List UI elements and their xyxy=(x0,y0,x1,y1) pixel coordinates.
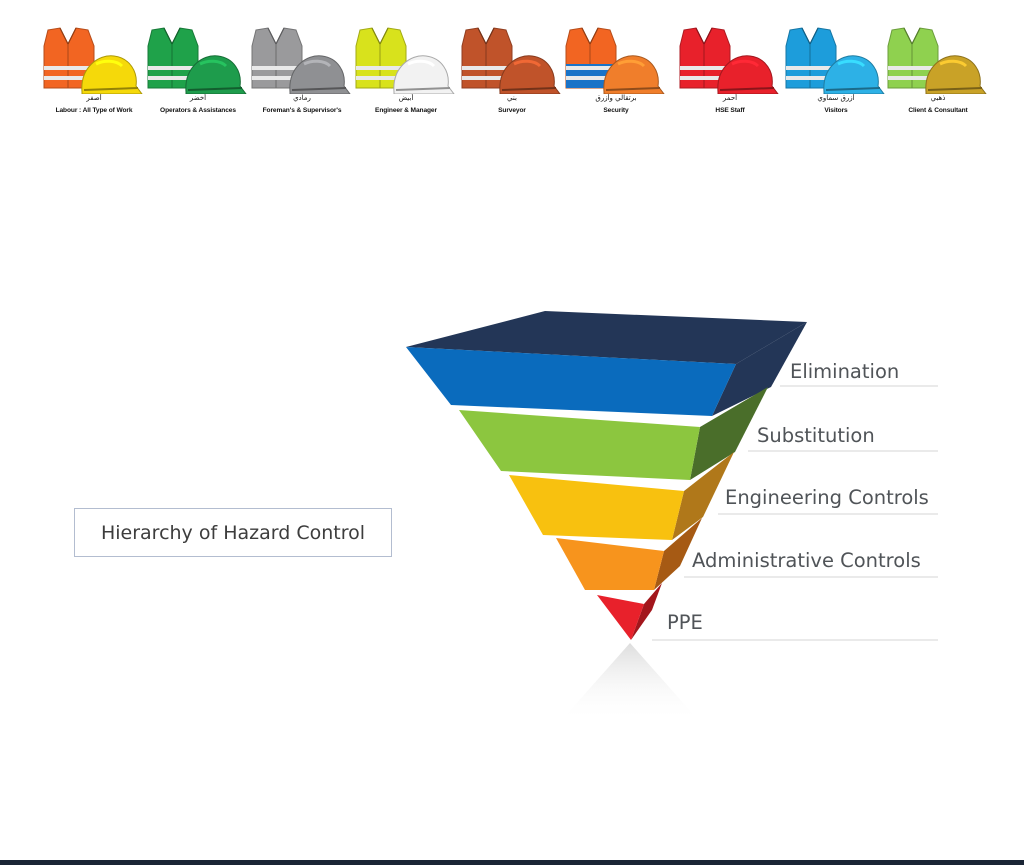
pyramid-level-engineering-front xyxy=(509,475,684,540)
vest-helmet-icon xyxy=(565,27,665,94)
ppe-arabic-label: أصفر xyxy=(86,94,102,102)
pyramid-level-elimination-side xyxy=(712,322,807,416)
ppe-english-label: Visitors xyxy=(824,107,848,114)
ppe-item: أبيض Engineer & Manager xyxy=(354,24,458,124)
ppe-english-label: Surveyor xyxy=(498,107,526,114)
ppe-english-label: Security xyxy=(603,107,629,114)
pyramid-reflection xyxy=(560,643,700,722)
vest-helmet-icon xyxy=(461,27,561,94)
vest-helmet-icon xyxy=(679,27,779,94)
ppe-english-label: Labour : All Type of Work xyxy=(55,107,133,114)
hierarchy-title: Hierarchy of Hazard Control xyxy=(100,521,366,544)
ppe-item: أصفر Labour : All Type of Work xyxy=(42,24,146,124)
vest-helmet-icon xyxy=(43,27,143,94)
level-label-ppe: PPE xyxy=(667,611,703,634)
vest-helmet-icon xyxy=(251,27,351,94)
pyramid-level-administrative-front xyxy=(556,538,664,590)
vest-helmet-icon xyxy=(355,27,455,94)
pyramid-level-ppe-side xyxy=(631,583,662,640)
pyramid-level-administrative-side xyxy=(654,518,702,590)
level-label-substitution: Substitution xyxy=(757,424,875,447)
ppe-arabic-label: ذهبي xyxy=(930,94,946,102)
ppe-arabic-label: أبيض xyxy=(398,94,414,102)
ppe-arabic-label: برتقالي وأزرق xyxy=(595,94,637,102)
ppe-item: ذهبي Client & Consultant xyxy=(886,24,990,124)
pyramid-level-substitution-side xyxy=(690,387,768,480)
pyramid-level-engineering-side xyxy=(672,452,734,540)
level-label-administrative-controls: Administrative Controls xyxy=(692,549,921,572)
bottom-bar xyxy=(0,860,1024,865)
ppe-item: أحمر HSE Staff xyxy=(678,24,782,124)
level-label-engineering-controls: Engineering Controls xyxy=(725,486,929,509)
ppe-arabic-label: بني xyxy=(507,94,517,102)
level-label-elimination: Elimination xyxy=(790,360,900,383)
ppe-arabic-label: أزرق سماوي xyxy=(817,94,855,102)
vest-helmet-icon xyxy=(785,27,885,94)
ppe-color-legend: أصفر Labour : All Type of Work أخضر Oper… xyxy=(0,0,1024,130)
ppe-item: برتقالي وأزرق Security xyxy=(564,24,668,124)
ppe-item: أزرق سماوي Visitors xyxy=(784,24,888,124)
ppe-item: رمادي Foreman's & Supervisor's xyxy=(250,24,354,124)
ppe-english-label: HSE Staff xyxy=(715,107,745,114)
ppe-english-label: Operators & Assistances xyxy=(160,107,236,114)
pyramid-level-elimination-top xyxy=(406,311,807,364)
ppe-english-label: Engineer & Manager xyxy=(375,107,437,114)
pyramid-level-elimination-front xyxy=(406,347,736,416)
vest-helmet-icon xyxy=(887,27,987,94)
pyramid-level-ppe-front xyxy=(597,595,644,640)
ppe-english-label: Foreman's & Supervisor's xyxy=(262,107,342,114)
ppe-item: بني Surveyor xyxy=(460,24,564,124)
hierarchy-title-box: Hierarchy of Hazard Control xyxy=(74,508,392,557)
pyramid-level-substitution-front xyxy=(459,410,700,480)
ppe-arabic-label: أحمر xyxy=(722,94,738,102)
ppe-arabic-label: أخضر xyxy=(189,94,207,102)
ppe-english-label: Client & Consultant xyxy=(908,107,968,114)
ppe-item: أخضر Operators & Assistances xyxy=(146,24,250,124)
vest-helmet-icon xyxy=(147,27,247,94)
ppe-arabic-label: رمادي xyxy=(293,94,311,102)
